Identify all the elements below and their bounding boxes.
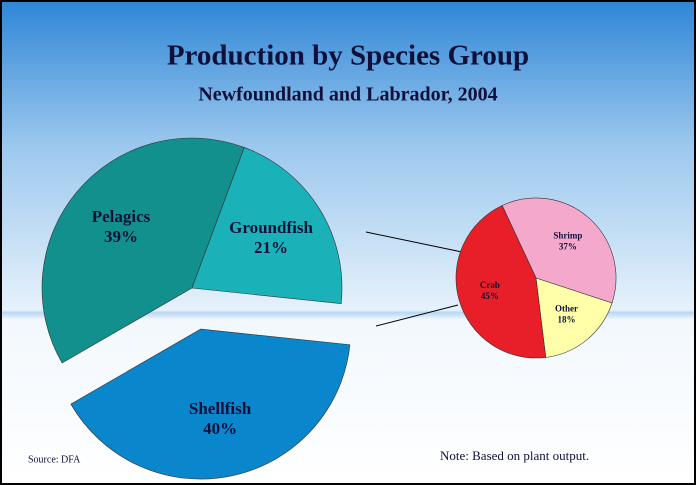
slice-label: Crab bbox=[480, 280, 500, 290]
note: Note: Based on plant output. bbox=[440, 448, 589, 463]
slice-value-label: 39% bbox=[104, 227, 138, 246]
pie-slice bbox=[191, 147, 343, 305]
connector bbox=[375, 304, 459, 327]
slice-label: Other bbox=[555, 304, 578, 314]
pie-slice bbox=[70, 328, 351, 480]
slice-value-label: 45% bbox=[481, 291, 499, 301]
slice-value-label: 40% bbox=[203, 419, 237, 438]
connector bbox=[365, 231, 463, 253]
pie-slice bbox=[41, 137, 245, 364]
slice-value-label: 18% bbox=[557, 315, 575, 325]
pie-slice bbox=[501, 197, 617, 304]
chart-subtitle: Newfoundland and Labrador, 2004 bbox=[198, 84, 497, 106]
slice-value-label: 37% bbox=[559, 242, 577, 252]
slice-value-label: 21% bbox=[254, 238, 288, 257]
pie-slice bbox=[535, 277, 613, 358]
slice-label: Shellfish bbox=[189, 399, 252, 418]
chart-title: Production by Species Group bbox=[167, 40, 529, 72]
slice-label: Groundfish bbox=[229, 218, 313, 237]
slice-label: Pelagics bbox=[92, 207, 151, 226]
source: Source: DFA bbox=[28, 454, 81, 465]
slice-label: Shrimp bbox=[553, 231, 582, 241]
pie-slice bbox=[455, 205, 547, 359]
